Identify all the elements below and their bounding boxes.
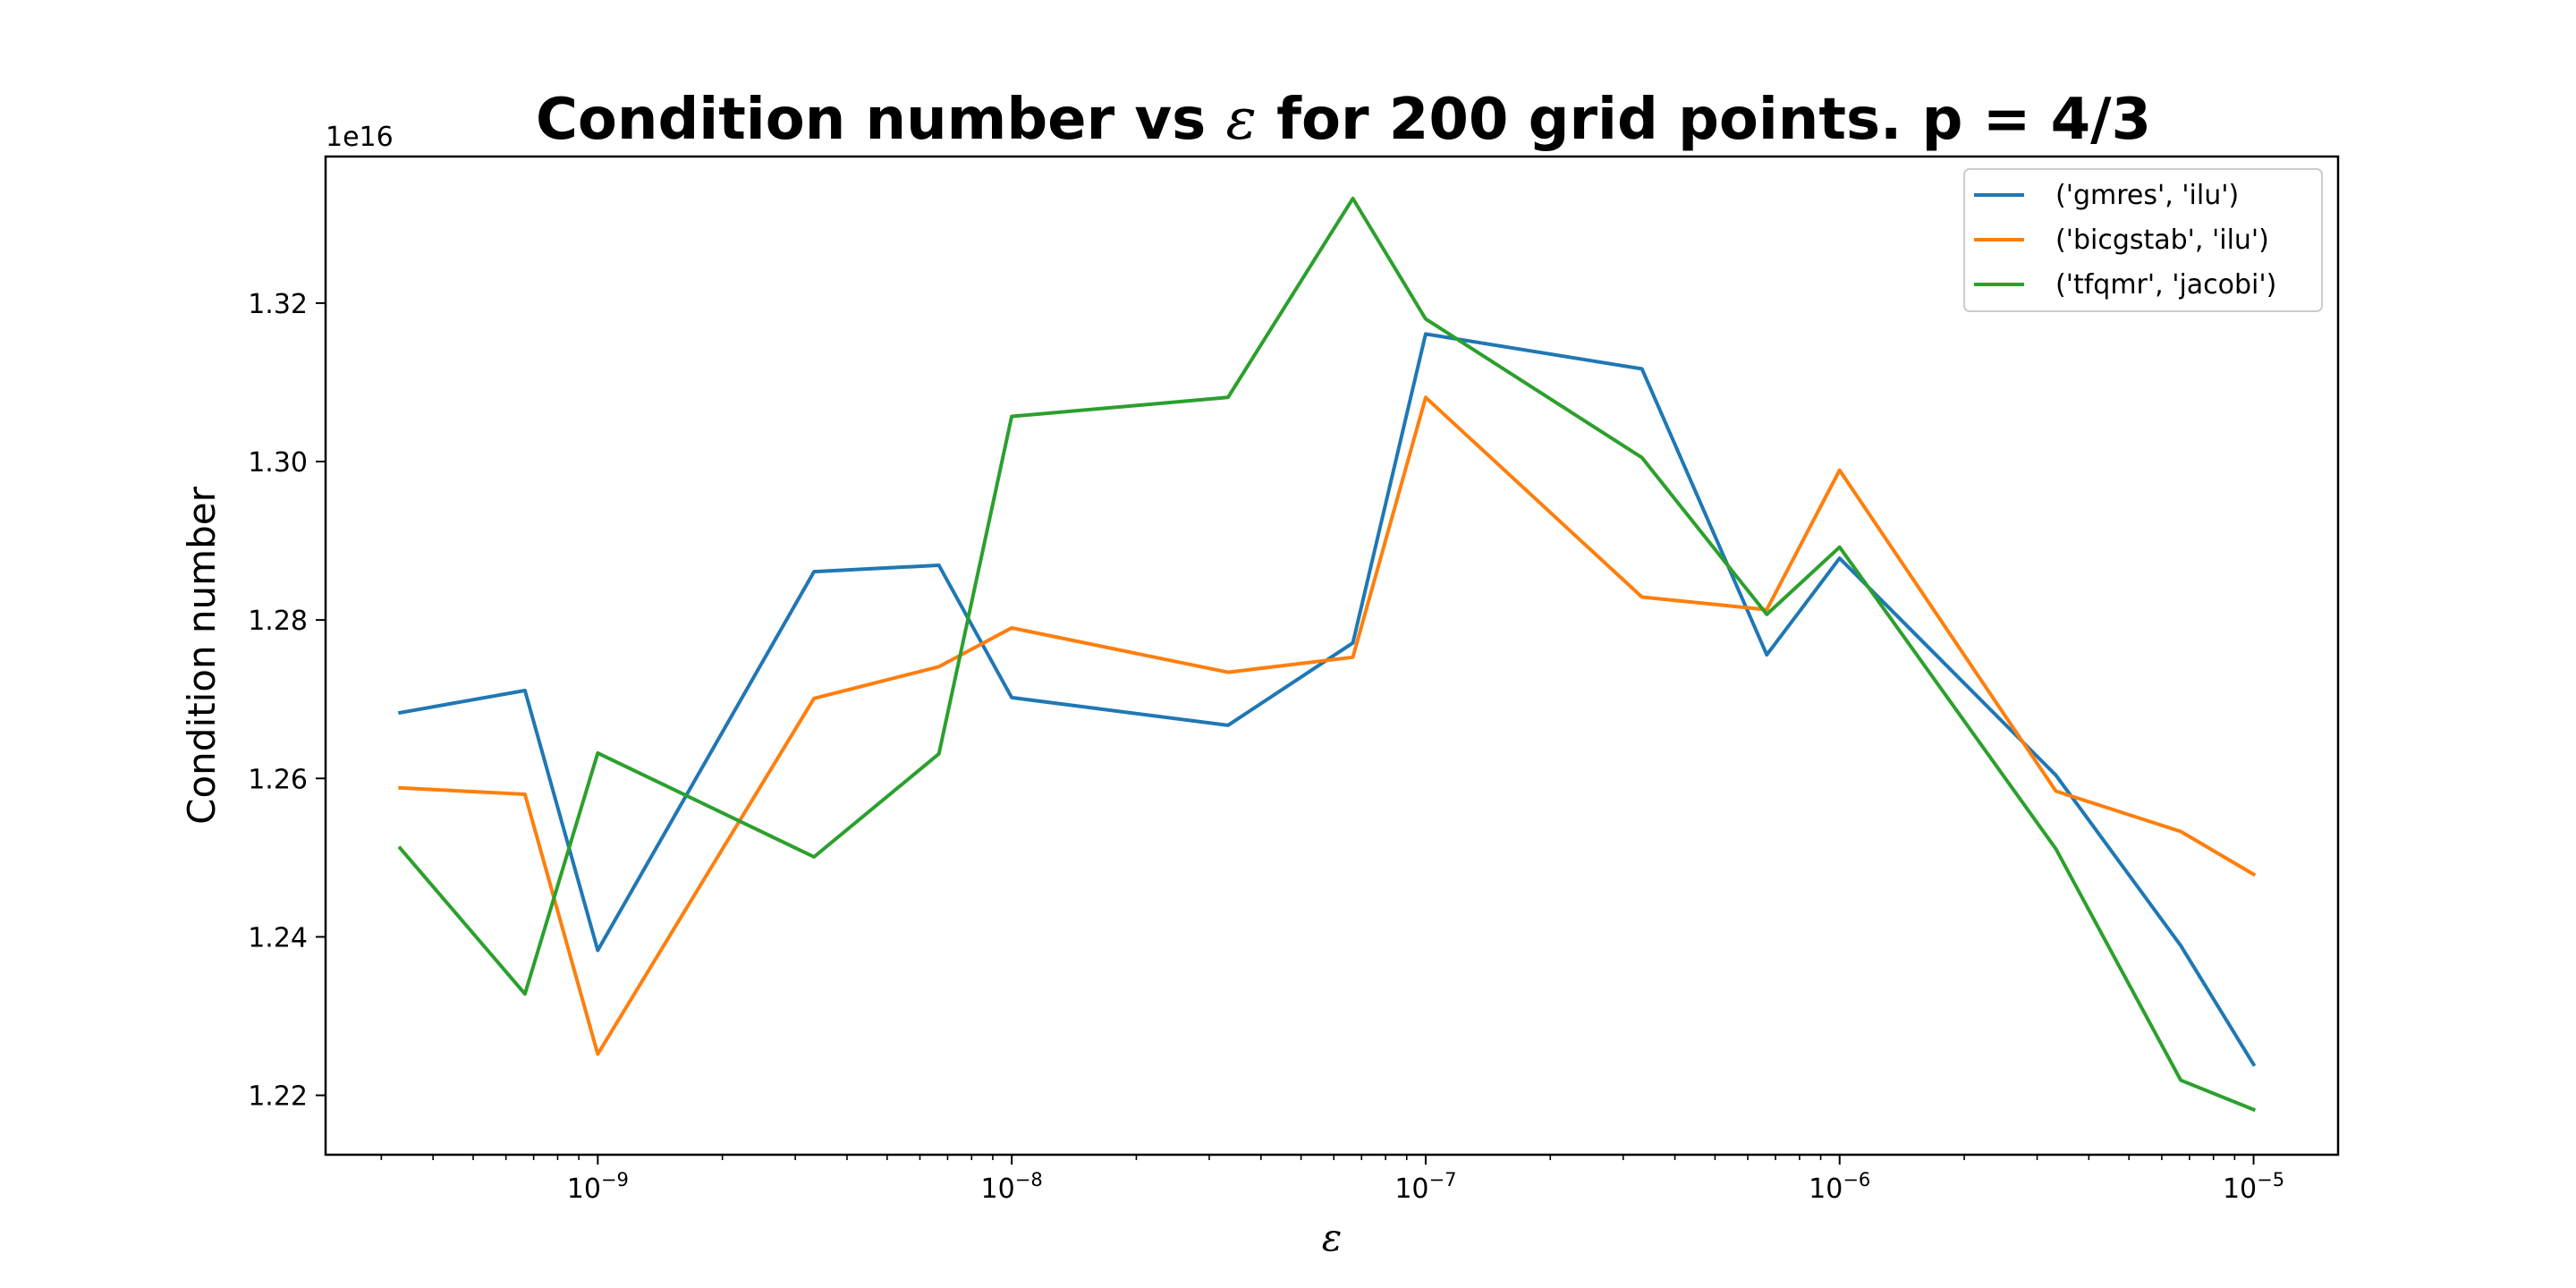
legend-label-1: ('gmres', 'ilu') [2055, 180, 2239, 211]
x-tick-exponent: −5 [2257, 1169, 2284, 1191]
chart-title-epsilon: ε [1226, 87, 1257, 153]
chart-title-text-2: for 200 grid points. p = 4/3 [1257, 87, 2151, 153]
x-tick-exponent: −7 [1429, 1169, 1457, 1191]
y-axis-label: Condition number [180, 486, 224, 824]
y-tick-label: 1.32 [248, 289, 308, 320]
x-tick-exponent: −8 [1015, 1169, 1043, 1191]
chart-title-text-1: Condition number vs [536, 87, 1226, 153]
legend: ('gmres', 'ilu') ('bicgstab', 'ilu') ('tfq… [1963, 168, 2323, 312]
series-line-2 [398, 395, 2257, 1056]
x-tick-label: 10−7 [1394, 1169, 1456, 1205]
series-layer [397, 196, 2257, 1113]
y-axis: 1.22 1.24 1.26 1.28 1.30 1.32 [248, 289, 326, 1113]
x-tick-base: 10 [567, 1174, 601, 1205]
series-line-1 [397, 332, 2257, 1067]
x-tick-label: 10−8 [981, 1169, 1043, 1205]
legend-box [1963, 168, 2323, 312]
x-tick-base: 10 [1394, 1174, 1428, 1205]
legend-label-3: ('tfqmr', 'jacobi') [2055, 269, 2276, 301]
x-axis: 10−9 10−8 10−7 10−6 10−5 [380, 1155, 2284, 1205]
legend-label-2: ('bicgstab', 'ilu') [2055, 225, 2269, 256]
y-tick-label: 1.30 [248, 447, 308, 479]
chart-title: Condition number vs ε for 200 grid point… [536, 87, 2151, 153]
plot-frame [324, 155, 2340, 1157]
x-tick-exponent: −6 [1843, 1169, 1870, 1191]
series-line-3 [397, 196, 2257, 1113]
x-tick-label: 10−6 [1809, 1169, 1870, 1205]
x-axis-label: ε [1322, 1216, 1343, 1259]
y-tick-label: 1.28 [248, 606, 308, 637]
x-tick-label: 10−9 [567, 1169, 629, 1205]
y-tick-label: 1.22 [248, 1081, 308, 1113]
y-offset-label: 1e16 [326, 122, 394, 153]
x-tick-base: 10 [981, 1174, 1015, 1205]
x-tick-base: 10 [1809, 1174, 1843, 1205]
x-tick-label: 10−5 [2223, 1169, 2284, 1205]
y-tick-label: 1.26 [248, 764, 308, 795]
x-tick-base: 10 [2223, 1174, 2257, 1205]
x-tick-exponent: −9 [601, 1169, 629, 1191]
y-tick-label: 1.24 [248, 922, 308, 953]
